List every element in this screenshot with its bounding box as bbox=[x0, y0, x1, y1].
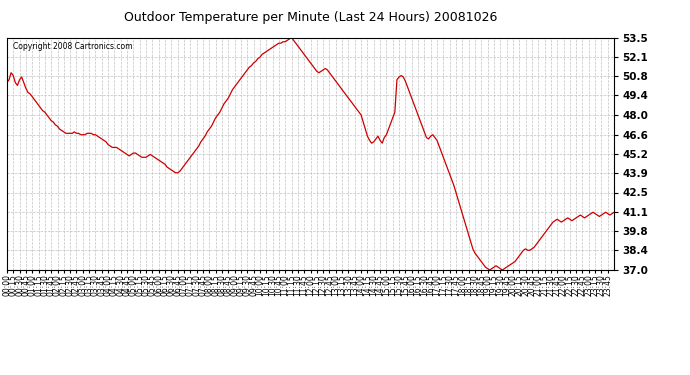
Text: Outdoor Temperature per Minute (Last 24 Hours) 20081026: Outdoor Temperature per Minute (Last 24 … bbox=[124, 11, 497, 24]
Text: Copyright 2008 Cartronics.com: Copyright 2008 Cartronics.com bbox=[13, 42, 132, 51]
